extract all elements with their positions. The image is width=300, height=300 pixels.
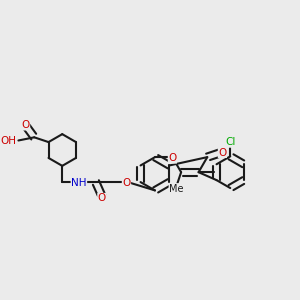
Text: O: O	[98, 194, 106, 203]
Text: Me: Me	[169, 184, 184, 194]
Text: O: O	[21, 120, 30, 130]
Text: O: O	[218, 148, 226, 158]
Text: OH: OH	[0, 136, 16, 146]
Text: Cl: Cl	[225, 137, 236, 147]
Text: O: O	[168, 153, 176, 163]
Text: NH: NH	[71, 178, 87, 188]
Text: O: O	[122, 178, 130, 188]
